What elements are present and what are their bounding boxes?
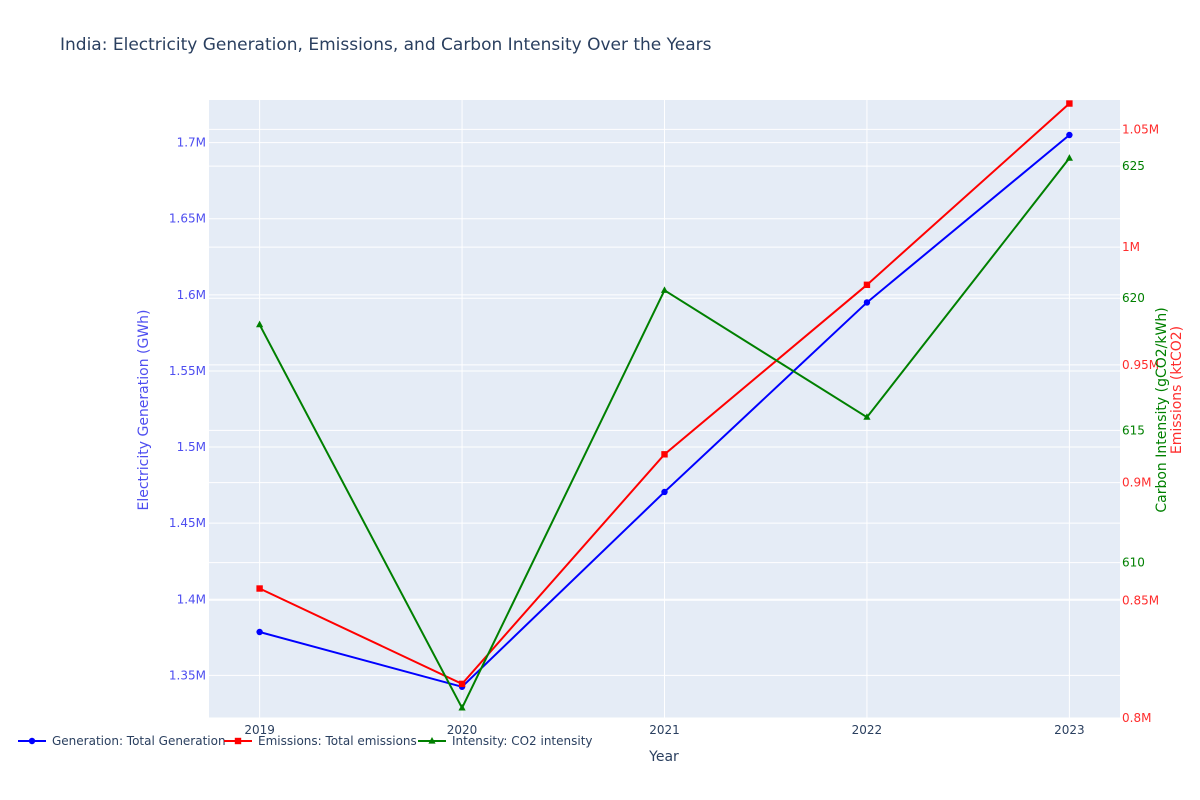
series-2-point [256,585,263,592]
series-3-point [256,320,264,328]
y-emissions-axis-ticks: 0.8M 0.85M 0.9M 0.95M 1M 1.05M [1122,122,1159,725]
y-intensity-axis-title: Carbon Intensity (gCO2/kWh) [1154,307,1170,512]
series-1-point [256,628,263,636]
series-3-point [863,413,871,420]
y-intensity-tick-label: 620 [1122,291,1145,305]
y-left-tick-label: 1.65M [169,212,206,226]
legend-marker-1 [28,737,36,745]
legend-label-2: Emissions: Total emissions [258,734,417,748]
y-intensity-tick-label: 625 [1122,159,1145,173]
legend-label-1: Generation: Total Generation [52,734,226,748]
series-1-point [661,488,668,496]
legend-label-3: Intensity: CO2 intensity [452,734,593,748]
x-tick-label: 2022 [852,723,883,737]
y-intensity-tick-label: 610 [1122,556,1145,570]
series-1-point [1066,131,1073,139]
grid [209,100,1120,719]
x-tick-label: 2020 [447,723,478,737]
y-intensity-tick-label: 615 [1122,423,1145,437]
y-emissions-tick-label: 1.05M [1122,122,1159,136]
y-left-tick-label: 1.55M [169,364,206,378]
y-emissions-tick-label: 0.95M [1122,358,1159,372]
legend: Generation: Total Generation Emissions: T… [18,734,593,748]
chart-title: India: Electricity Generation, Emissions… [60,35,712,55]
series-2-point [863,281,871,289]
y-left-axis-ticks: 1.35M 1.4M 1.45M 1.5M 1.55M 1.6M 1.65M 1.7M [169,136,206,683]
x-tick-label: 2021 [649,723,680,737]
x-tick-label: 2019 [244,723,275,737]
y-intensity-axis-ticks: 610 615 620 625 [1122,159,1145,569]
series-1-point [863,299,871,306]
series-2-point [1066,100,1073,107]
series-3-point [660,286,669,293]
y-left-tick-label: 1.45M [169,516,206,530]
y-left-axis-title: Electricity Generation (GWh) [136,309,152,510]
series-2-point [661,451,668,458]
y-left-tick-label: 1.4M [177,592,206,606]
legend-marker-3 [428,737,436,744]
y-emissions-tick-label: 1M [1122,240,1140,254]
y-left-tick-label: 1.5M [177,440,206,454]
legend-marker-2 [234,737,242,745]
series-3-point [458,703,466,711]
x-axis-title: Year [648,749,679,765]
y-left-tick-label: 1.7M [177,136,206,150]
y-emissions-tick-label: 0.9M [1122,476,1151,490]
x-tick-label: 2023 [1054,723,1085,737]
y-left-tick-label: 1.6M [177,288,206,302]
series-2-point [458,680,466,688]
series-markers [256,100,1073,711]
y-left-tick-label: 1.35M [169,668,206,682]
y-emissions-axis-title: Emissions (ktCO2) [1169,326,1185,454]
y-emissions-tick-label: 0.85M [1122,593,1159,607]
series-3-point [1065,154,1073,161]
x-axis-ticks: 2019 2020 2021 2022 2023 [244,723,1084,737]
y-emissions-tick-label: 0.8M [1122,711,1151,725]
